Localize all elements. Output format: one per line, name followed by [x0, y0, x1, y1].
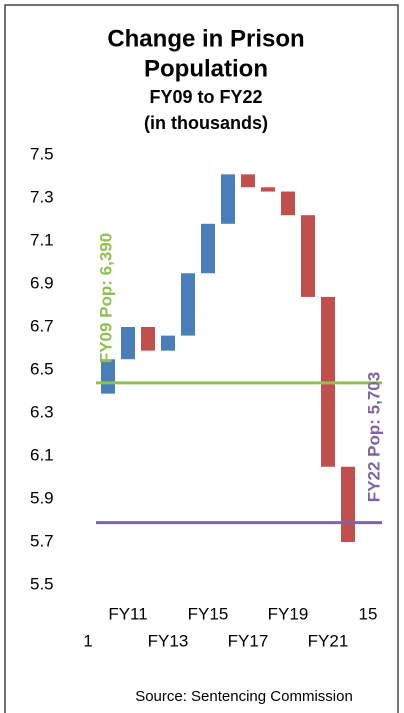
chart-subtitle: FY09 to FY22	[149, 87, 262, 107]
frame	[4, 4, 399, 713]
bar	[161, 335, 175, 351]
bar	[261, 187, 275, 192]
annotation: FY22 Pop: 5,703	[364, 372, 383, 502]
x-tick-label: FY21	[308, 631, 349, 650]
y-tick-label: 7.1	[30, 230, 54, 249]
y-tick-label: 7.5	[30, 144, 54, 163]
x-tick-label: FY13	[148, 631, 189, 650]
x-tick-label: FY19	[268, 604, 309, 623]
bar	[241, 174, 255, 188]
chart-subtitle: (in thousands)	[144, 113, 268, 133]
bar	[341, 466, 355, 542]
x-tick-label: FY15	[188, 604, 229, 623]
y-tick-label: 5.5	[30, 574, 54, 593]
source: Source: Sentencing Commission	[135, 688, 353, 705]
chart-title: Population	[144, 55, 268, 82]
y-tick-label: 6.9	[30, 273, 54, 292]
y-tick-label: 6.5	[30, 359, 54, 378]
bar	[141, 327, 155, 351]
bar	[221, 174, 235, 224]
bar	[101, 359, 115, 394]
x-tick-label: 15	[359, 604, 378, 623]
y-tick-label: 6.7	[30, 316, 54, 335]
bar	[281, 191, 295, 216]
chart-title: Change in Prison	[107, 25, 304, 52]
y-tick-label: 6.1	[30, 445, 54, 464]
x-tick-label: 1	[83, 631, 92, 650]
y-tick-label: 6.3	[30, 402, 54, 421]
y-tick-label: 5.9	[30, 488, 54, 507]
bar	[181, 273, 195, 336]
bar	[301, 215, 315, 297]
y-tick-label: 7.3	[30, 187, 54, 206]
y-tick-label: 5.7	[30, 531, 54, 550]
x-tick-label: FY11	[108, 604, 147, 623]
x-tick-label: FY17	[228, 631, 269, 650]
bar	[201, 223, 215, 274]
bar	[121, 327, 135, 360]
annotation: FY09 Pop: 6,390	[96, 233, 115, 363]
